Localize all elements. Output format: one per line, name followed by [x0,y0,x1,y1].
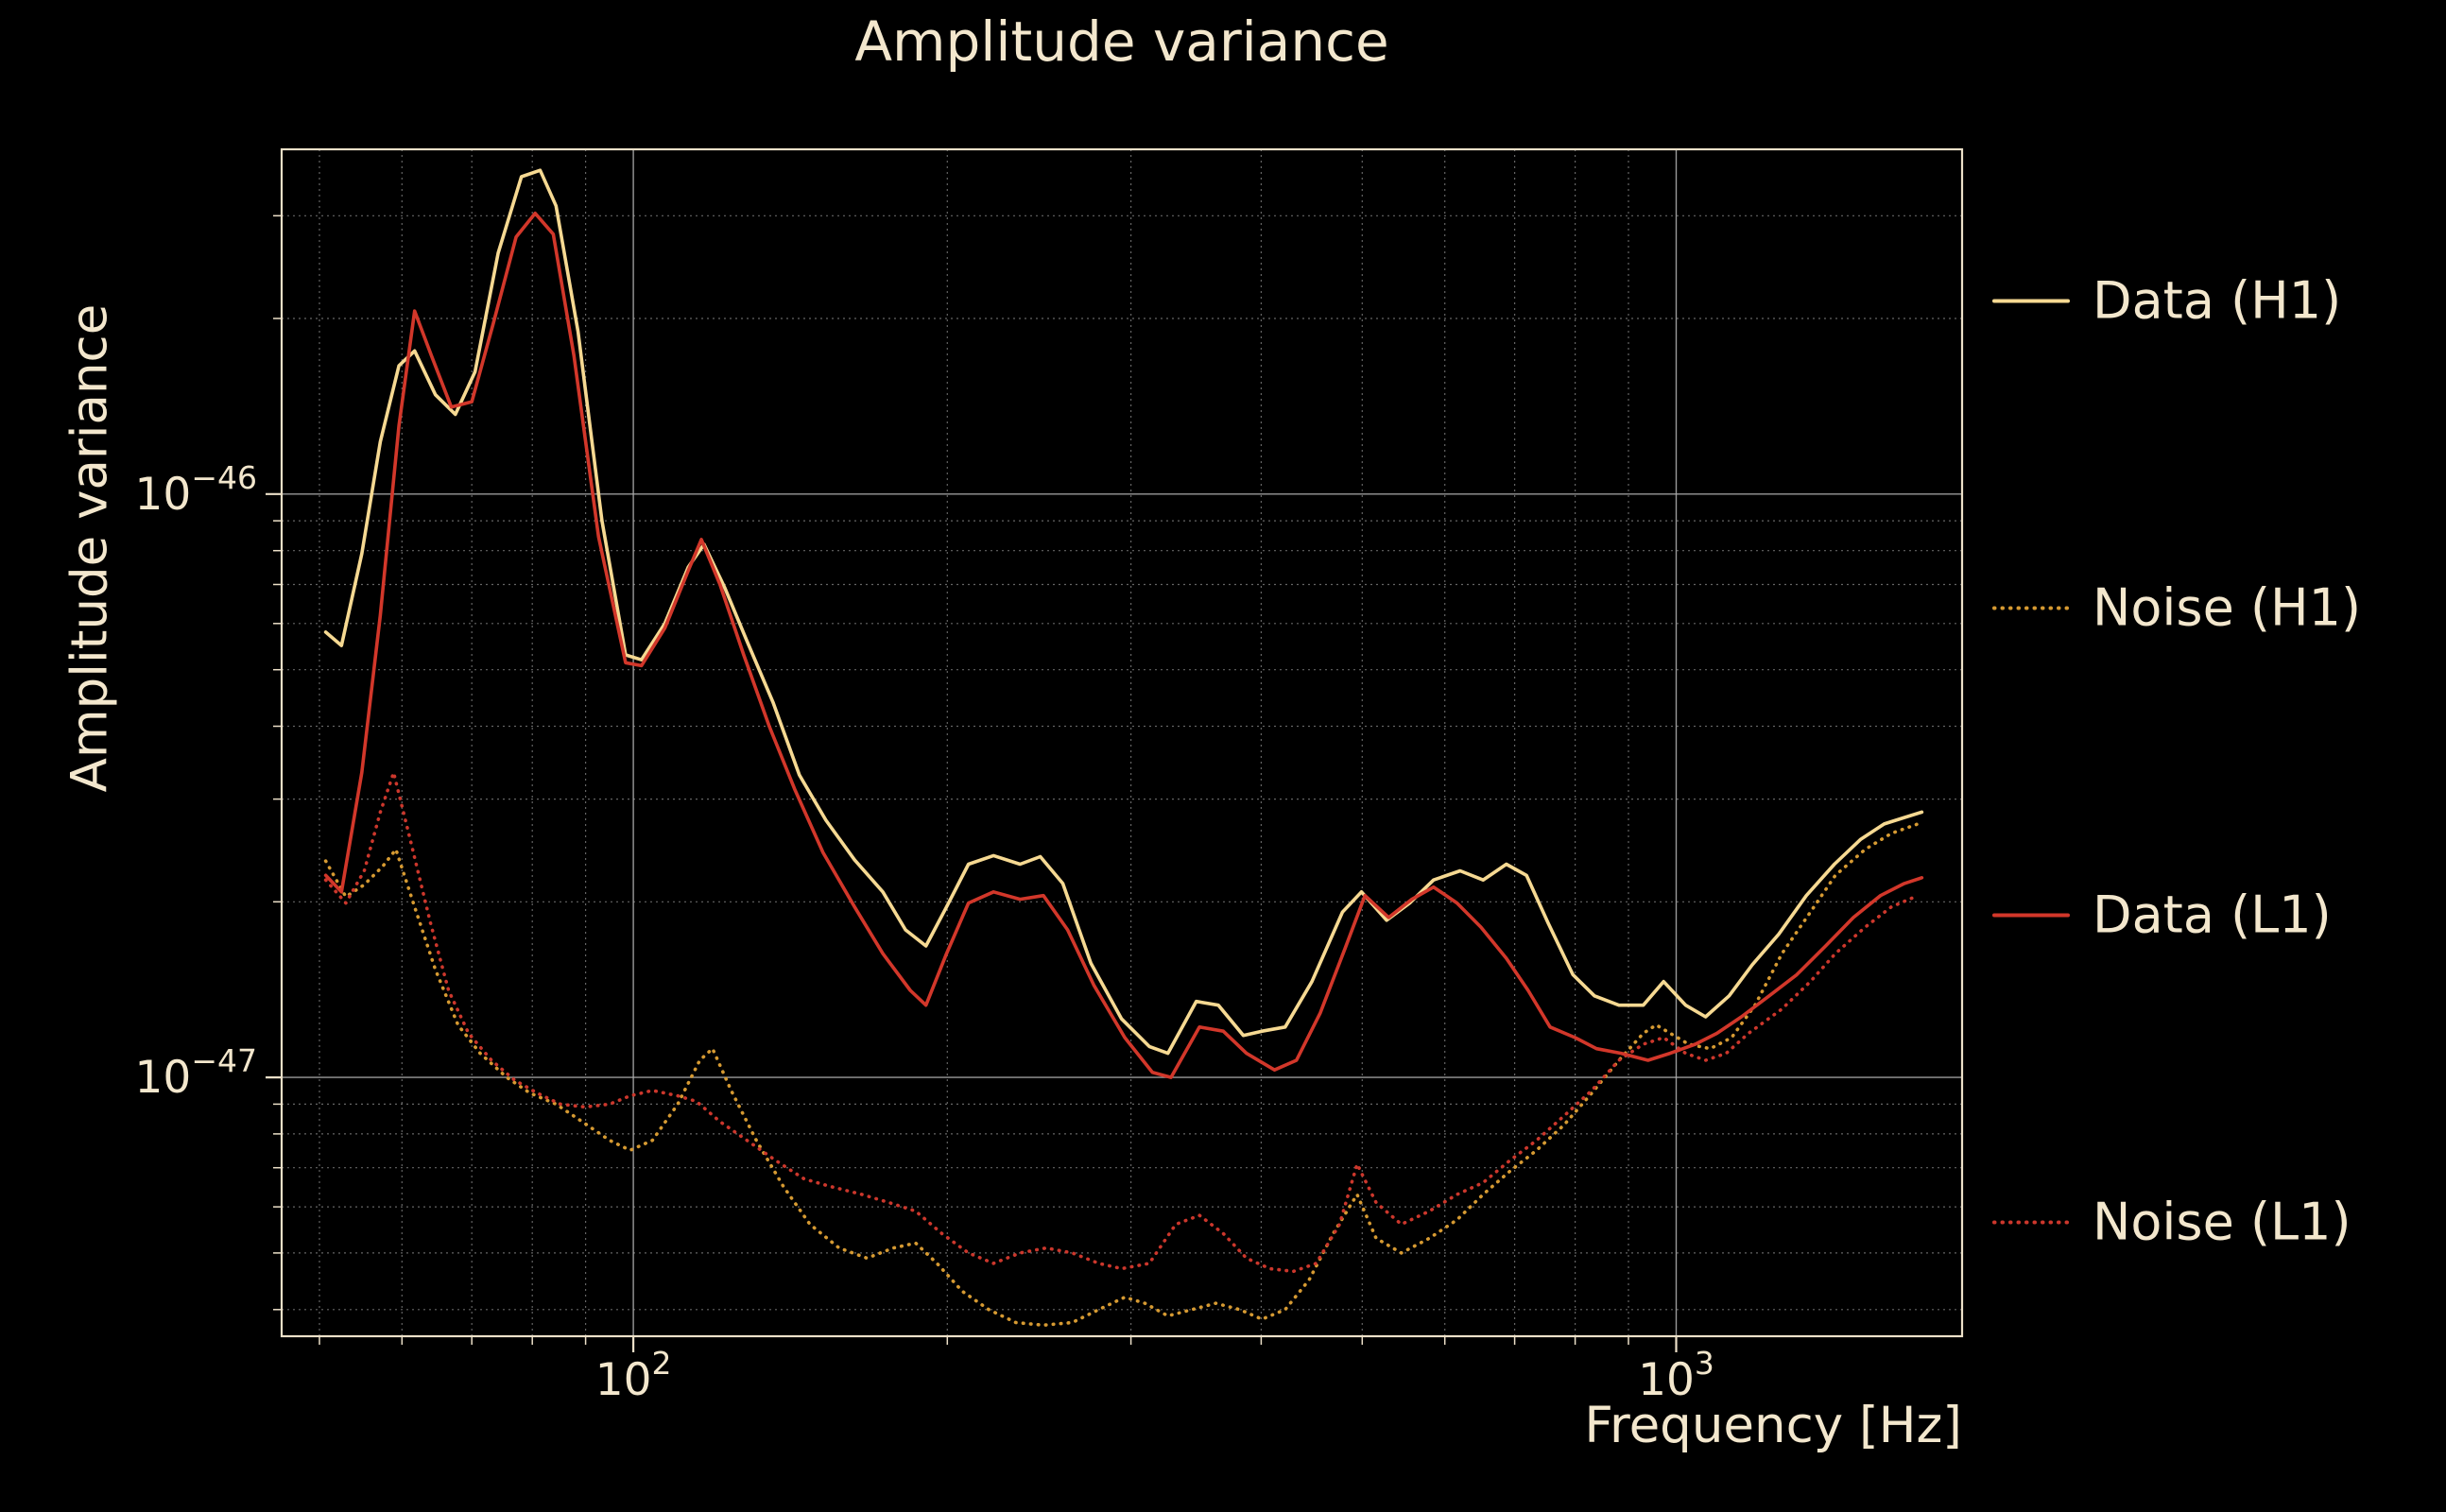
y-tick-label: 10−46 [135,459,257,521]
y-axis-label: Amplitude variance [60,303,119,793]
legend-line-sample-data-h1 [1992,299,2070,302]
series-noise-l1 [323,770,1920,1274]
x-tick-label: 102 [595,1345,672,1406]
legend-item-data-l1: Data (L1) [1992,885,2332,945]
series-data-l1 [323,211,1924,1079]
x-tick-label: 103 [1638,1345,1714,1406]
legend-label-noise-l1: Noise (L1) [2093,1192,2351,1252]
legend-line-sample-data-l1 [1992,913,2070,917]
legend: Data (H1) Noise (H1) Data (L1) Noise (L1) [1992,0,2446,1512]
legend-label-data-h1: Data (H1) [2093,270,2342,331]
plot-frame [280,147,1964,1338]
legend-item-data-h1: Data (H1) [1992,271,2341,331]
chart-title: Amplitude variance [854,9,1389,74]
x-axis-label: Frequency [Hz] [1584,1397,1962,1454]
series-data-h1 [323,168,1924,1056]
legend-line-sample-noise-h1 [1992,606,2070,610]
legend-item-noise-l1: Noise (L1) [1992,1193,2351,1252]
legend-line-sample-noise-l1 [1992,1220,2070,1224]
y-tick-label: 10−47 [135,1042,257,1104]
legend-label-noise-h1: Noise (H1) [2093,577,2362,638]
series-noise-h1 [323,822,1920,1328]
legend-item-noise-h1: Noise (H1) [1992,578,2361,638]
legend-label-data-l1: Data (L1) [2093,885,2332,945]
